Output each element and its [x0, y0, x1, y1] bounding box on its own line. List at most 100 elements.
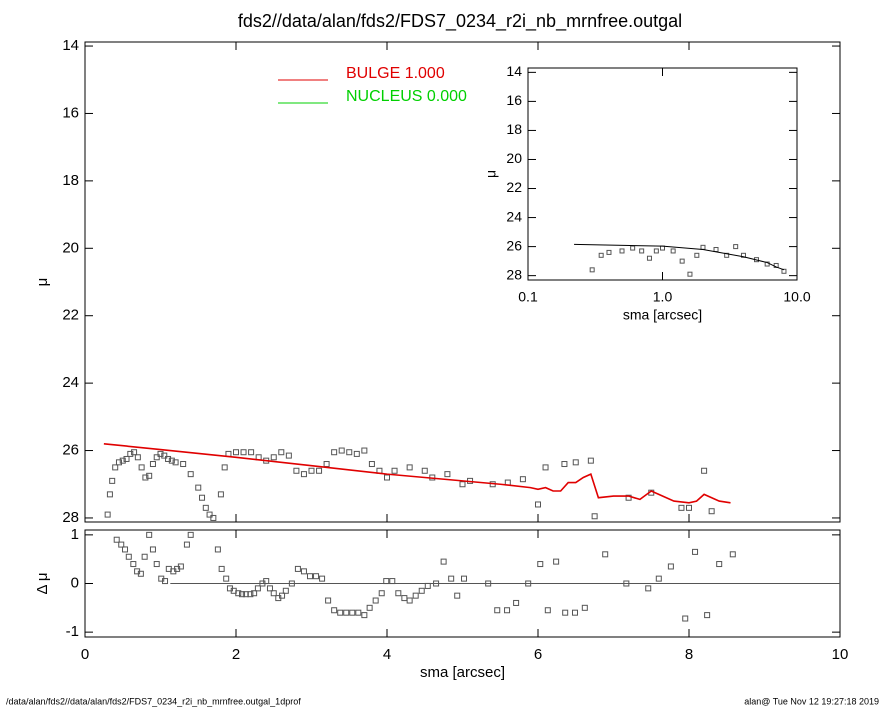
data-point: [679, 258, 685, 264]
data-point: [440, 558, 447, 565]
x-tick-label: 0.1: [518, 289, 538, 305]
data-point: [740, 252, 746, 258]
x-tick-label: 1.0: [653, 289, 673, 305]
data-point: [366, 604, 373, 611]
x-tick-label: 10.0: [783, 289, 810, 305]
data-point: [195, 484, 202, 491]
data-point: [639, 248, 645, 254]
footer-left: /data/alan/fds2//data/alan/fds2/FDS7_023…: [6, 696, 301, 706]
data-point: [619, 248, 625, 254]
data-point: [134, 454, 141, 461]
y-tick-label: 1: [71, 526, 79, 543]
model-line: [103, 443, 731, 504]
data-point: [519, 476, 526, 483]
data-point: [544, 607, 551, 614]
y-axis-label: μ: [34, 278, 51, 287]
x-tick-label: 4: [383, 646, 391, 663]
y-tick-label: 28: [62, 509, 79, 526]
legend-label: BULGE 1.000: [346, 65, 445, 82]
data-point: [406, 597, 413, 604]
data-point: [251, 590, 258, 597]
data-point: [137, 570, 144, 577]
data-point: [149, 461, 156, 468]
data-point: [115, 459, 122, 466]
y-tick-label: 26: [62, 442, 79, 459]
y-tick-label: 16: [506, 92, 522, 108]
data-point: [716, 561, 723, 568]
data-point: [686, 504, 692, 511]
data-point: [602, 551, 609, 558]
data-point: [598, 252, 604, 258]
y-tick-label: 18: [506, 121, 522, 137]
data-point: [368, 461, 375, 468]
data-point: [571, 609, 578, 616]
data-point: [361, 612, 368, 619]
data-point: [625, 494, 632, 501]
data-point: [210, 514, 217, 521]
y-tick-label: 24: [506, 208, 522, 224]
data-point: [240, 449, 247, 456]
data-point: [448, 575, 455, 582]
data-point: [325, 597, 332, 604]
data-point: [141, 553, 148, 560]
data-point: [535, 501, 541, 508]
data-point: [337, 609, 344, 616]
data-point: [206, 511, 213, 518]
data-point: [239, 591, 246, 598]
y-tick-label: 24: [62, 374, 79, 391]
data-point: [653, 248, 659, 254]
data-point: [161, 452, 168, 459]
data-point: [187, 471, 194, 478]
y-tick-label: 22: [506, 179, 522, 195]
data-point: [138, 464, 145, 471]
data-point: [202, 504, 209, 511]
data-point: [395, 590, 402, 597]
data-point: [223, 575, 230, 582]
data-point: [122, 546, 129, 553]
data-point: [300, 568, 307, 575]
data-point: [285, 452, 292, 459]
data-point: [562, 609, 569, 616]
data-point: [372, 597, 379, 604]
data-point: [355, 609, 362, 616]
data-point: [454, 592, 461, 599]
data-point: [294, 565, 301, 572]
data-point: [694, 252, 700, 258]
data-point: [349, 609, 356, 616]
data-point: [172, 459, 179, 466]
data-point: [701, 467, 708, 474]
data-point: [149, 546, 156, 553]
data-point: [109, 477, 116, 484]
data-point: [221, 464, 228, 471]
x-tick-label: 8: [685, 646, 693, 663]
data-point: [266, 585, 273, 592]
data-point: [331, 449, 338, 456]
data-point: [692, 548, 699, 555]
y-tick-label: 28: [506, 266, 522, 282]
y-tick-label: 14: [506, 63, 522, 79]
data-point: [306, 573, 313, 580]
data-point: [104, 511, 111, 518]
data-point: [316, 467, 323, 474]
data-point: [670, 248, 676, 254]
data-point: [153, 454, 160, 461]
data-point: [217, 491, 224, 498]
data-point: [667, 563, 674, 570]
y-tick-label: 20: [506, 150, 522, 166]
data-point: [157, 450, 164, 457]
y-axis-label: Δ μ: [34, 572, 51, 594]
title: fds2//data/alan/fds2/FDS7_0234_r2i_nb_mr…: [238, 11, 682, 32]
data-point: [378, 590, 385, 597]
data-point: [391, 467, 398, 474]
data-point: [214, 546, 221, 553]
data-point: [338, 447, 345, 454]
data-point: [180, 461, 187, 468]
data-point: [270, 454, 277, 461]
data-point: [646, 255, 652, 261]
data-point: [513, 599, 520, 606]
data-point: [361, 447, 368, 454]
legend-label: NUCLEUS 0.000: [346, 88, 467, 105]
data-point: [421, 467, 428, 474]
data-point: [153, 561, 160, 568]
